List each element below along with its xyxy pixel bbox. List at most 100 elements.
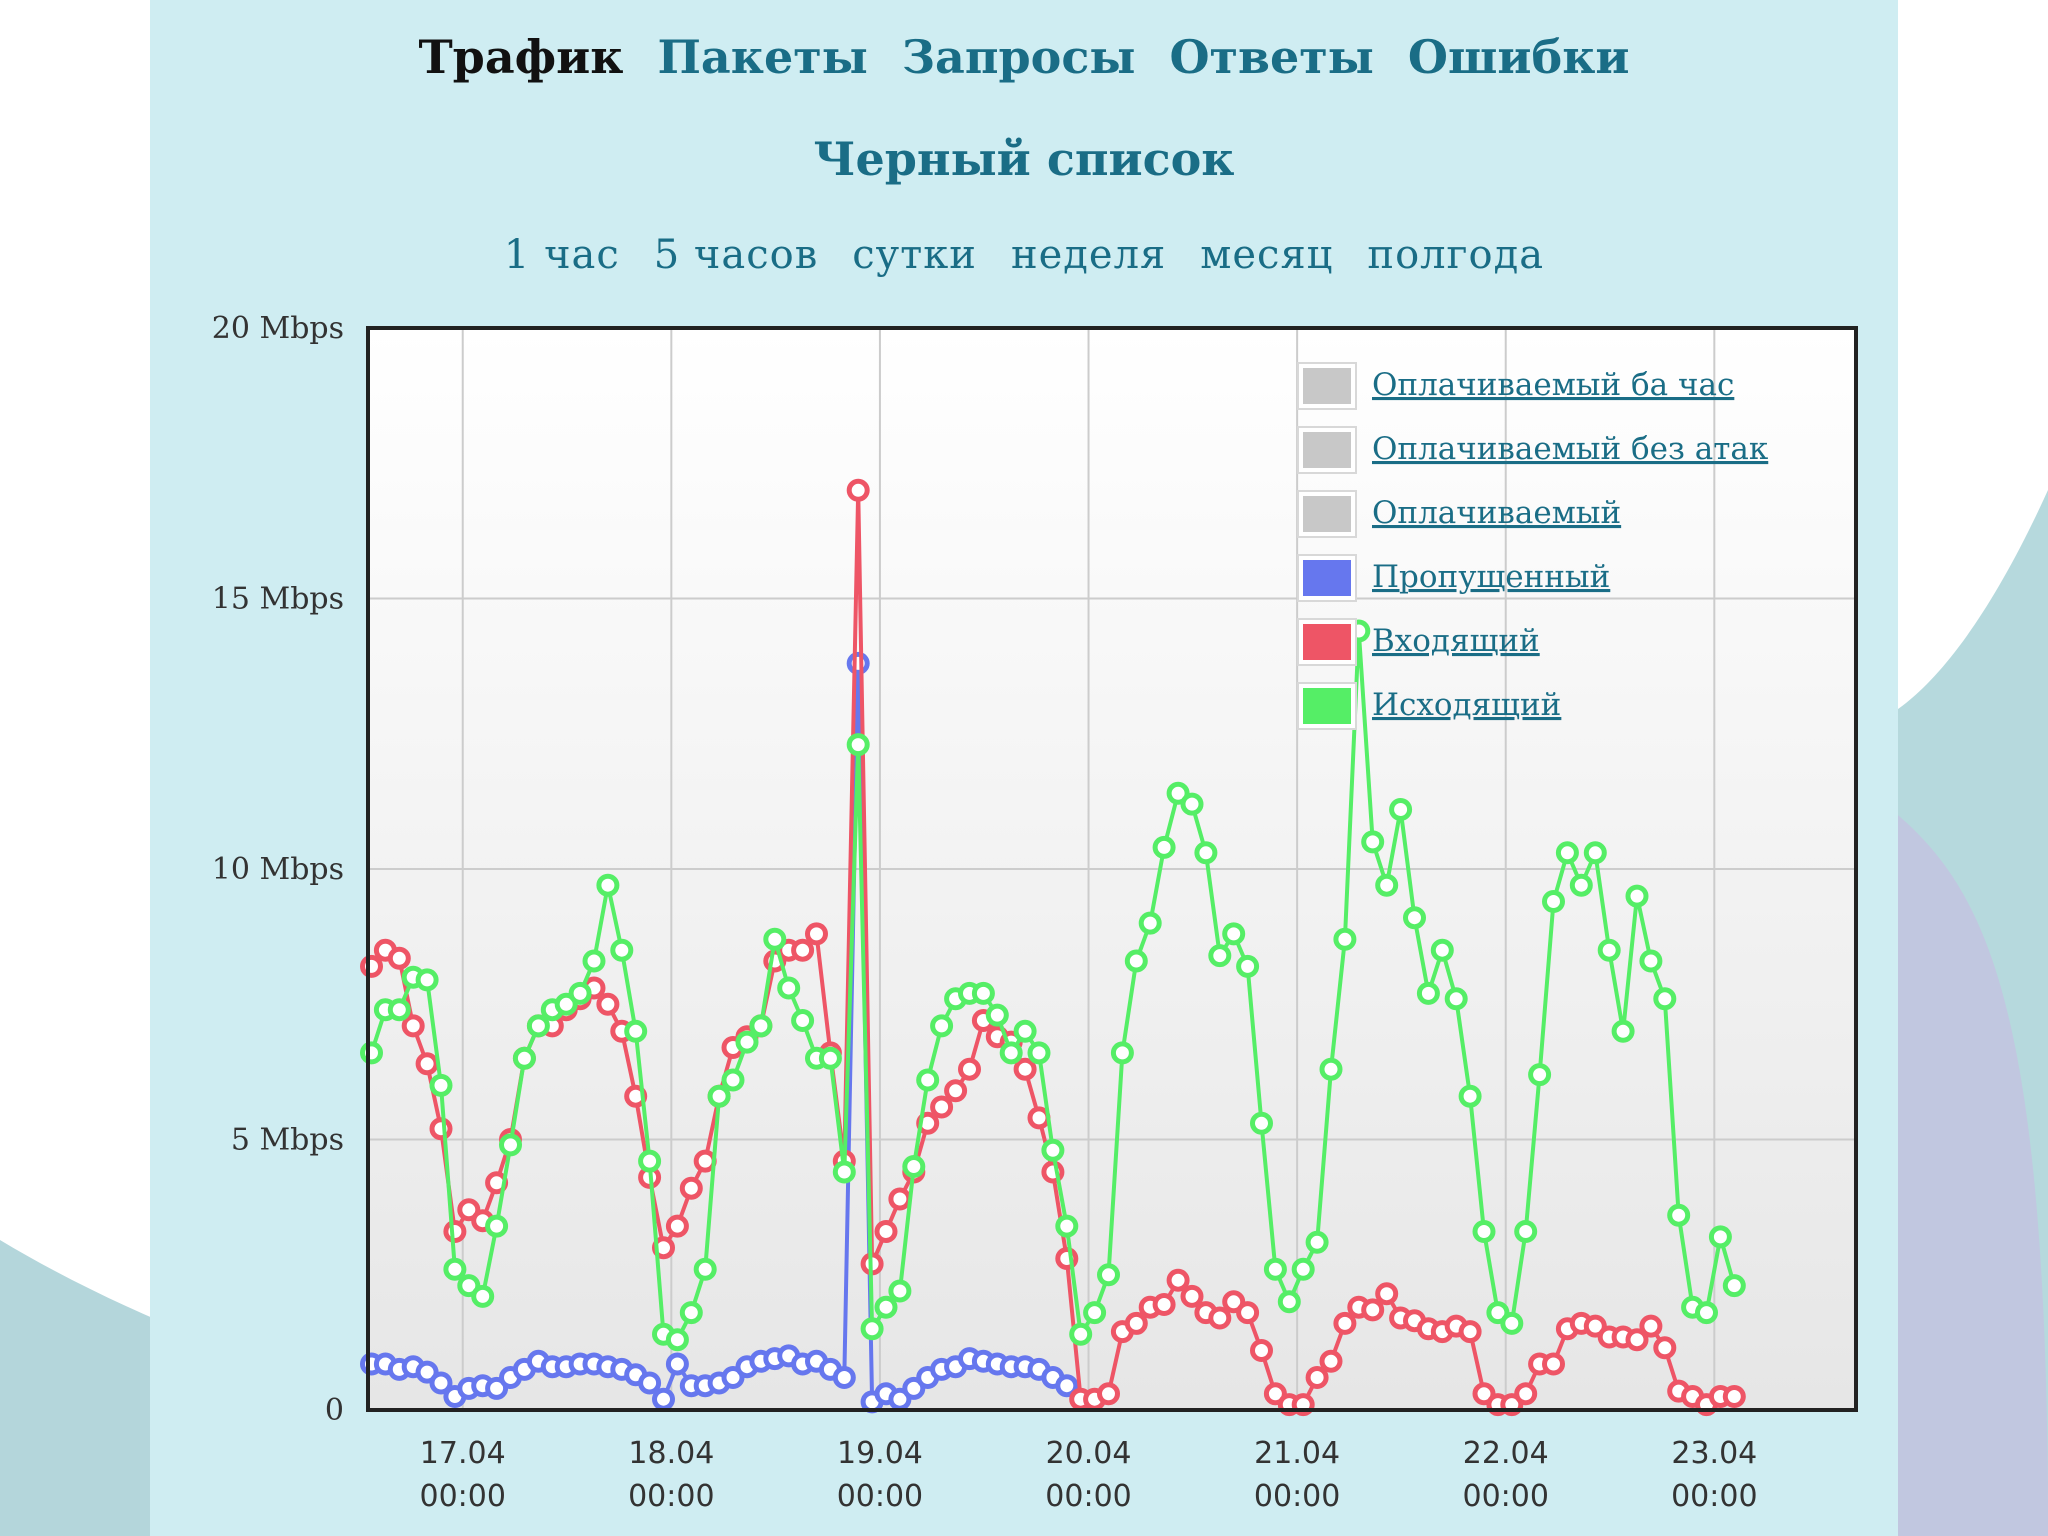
legend-label[interactable]: Входящий	[1372, 623, 1540, 659]
point-outgoing-94[interactable]	[1667, 1203, 1691, 1227]
point-outgoing-73[interactable]	[1375, 873, 1399, 897]
point-incoming-83[interactable]	[1514, 1382, 1538, 1406]
point-incoming-37[interactable]	[874, 1220, 898, 1243]
point-outgoing-5[interactable]	[429, 1073, 453, 1097]
point-incoming-63[interactable]	[1236, 1301, 1260, 1325]
point-outgoing-8[interactable]	[471, 1284, 495, 1308]
point-outgoing-40[interactable]	[916, 1068, 940, 1092]
point-outgoing-25[interactable]	[707, 1084, 731, 1108]
legend-label[interactable]: Исходящий	[1372, 687, 1561, 723]
point-outgoing-48[interactable]	[1027, 1041, 1051, 1065]
period-week[interactable]: неделя	[1010, 232, 1167, 278]
point-outgoing-79[interactable]	[1458, 1084, 1482, 1108]
tab-errors[interactable]: Ошибки	[1407, 30, 1630, 84]
point-outgoing-74[interactable]	[1389, 798, 1413, 821]
legend-label[interactable]: Оплачиваемый без атак	[1372, 431, 1768, 467]
point-incoming-3[interactable]	[401, 1014, 425, 1038]
point-outgoing-46[interactable]	[999, 1041, 1023, 1065]
point-incoming-85[interactable]	[1542, 1352, 1565, 1376]
legend-label[interactable]: Оплачиваемый ба час	[1372, 367, 1734, 403]
point-outgoing-60[interactable]	[1194, 841, 1218, 865]
point-outgoing-41[interactable]	[930, 1014, 954, 1038]
point-outgoing-84[interactable]	[1528, 1063, 1552, 1087]
point-outgoing-16[interactable]	[582, 949, 606, 973]
point-outgoing-77[interactable]	[1430, 938, 1454, 962]
point-outgoing-45[interactable]	[985, 1003, 1009, 1027]
point-incoming-98[interactable]	[1722, 1385, 1746, 1408]
point-outgoing-30[interactable]	[777, 976, 801, 1000]
period-1-hour[interactable]: 1 час	[503, 232, 620, 278]
point-outgoing-78[interactable]	[1444, 987, 1468, 1011]
point-outgoing-4[interactable]	[415, 968, 439, 992]
point-outgoing-26[interactable]	[721, 1068, 745, 1092]
point-incoming-61[interactable]	[1208, 1306, 1232, 1330]
point-outgoing-68[interactable]	[1305, 1230, 1329, 1254]
point-outgoing-54[interactable]	[1110, 1041, 1134, 1065]
point-incoming-53[interactable]	[1097, 1382, 1120, 1406]
point-outgoing-36[interactable]	[860, 1317, 884, 1341]
point-outgoing-70[interactable]	[1333, 927, 1357, 951]
point-outgoing-39[interactable]	[902, 1155, 926, 1178]
point-outgoing-64[interactable]	[1250, 1111, 1273, 1135]
point-incoming-42[interactable]	[944, 1079, 968, 1103]
point-outgoing-20[interactable]	[638, 1149, 662, 1173]
point-outgoing-37[interactable]	[874, 1295, 898, 1319]
point-incoming-64[interactable]	[1250, 1339, 1273, 1362]
point-outgoing-88[interactable]	[1583, 841, 1607, 865]
point-incoming-5[interactable]	[429, 1117, 453, 1141]
point-outgoing-67[interactable]	[1291, 1257, 1315, 1281]
point-outgoing-52[interactable]	[1083, 1301, 1107, 1325]
point-incoming-48[interactable]	[1027, 1106, 1051, 1130]
point-outgoing-87[interactable]	[1569, 873, 1593, 897]
legend-label[interactable]: Пропущенный	[1372, 559, 1610, 595]
point-outgoing-97[interactable]	[1708, 1225, 1732, 1249]
legend-item-5[interactable]: Исходящий	[1297, 682, 1561, 730]
point-incoming-21[interactable]	[652, 1236, 675, 1260]
point-outgoing-28[interactable]	[749, 1014, 773, 1038]
tab-packets[interactable]: Пакеты	[657, 30, 868, 84]
point-incoming-38[interactable]	[888, 1187, 912, 1211]
point-passed-35[interactable]	[846, 651, 870, 675]
point-outgoing-96[interactable]	[1695, 1301, 1718, 1325]
point-outgoing-98[interactable]	[1722, 1274, 1746, 1298]
point-outgoing-10[interactable]	[499, 1133, 522, 1157]
point-incoming-68[interactable]	[1305, 1366, 1329, 1389]
point-outgoing-57[interactable]	[1152, 835, 1176, 859]
point-incoming-47[interactable]	[1013, 1057, 1037, 1081]
point-outgoing-80[interactable]	[1472, 1220, 1496, 1243]
point-incoming-6[interactable]	[443, 1220, 467, 1243]
period-half-year[interactable]: полгода	[1367, 232, 1545, 278]
point-outgoing-33[interactable]	[818, 1046, 842, 1070]
point-outgoing-55[interactable]	[1124, 949, 1148, 973]
point-outgoing-34[interactable]	[832, 1160, 856, 1184]
point-outgoing-19[interactable]	[624, 1019, 648, 1043]
point-outgoing-2[interactable]	[387, 998, 411, 1022]
point-outgoing-51[interactable]	[1069, 1322, 1093, 1346]
point-incoming-91[interactable]	[1625, 1328, 1649, 1352]
point-incoming-31[interactable]	[791, 938, 815, 962]
point-outgoing-75[interactable]	[1403, 906, 1426, 930]
point-outgoing-66[interactable]	[1277, 1290, 1301, 1314]
point-incoming-59[interactable]	[1180, 1284, 1204, 1308]
point-outgoing-49[interactable]	[1041, 1138, 1065, 1162]
legend-item-4[interactable]: Входящий	[1297, 618, 1540, 666]
point-incoming-69[interactable]	[1319, 1349, 1343, 1373]
point-outgoing-91[interactable]	[1625, 884, 1649, 908]
point-incoming-35[interactable]	[846, 478, 870, 502]
tab-responses[interactable]: Ответы	[1169, 30, 1374, 84]
point-incoming-23[interactable]	[679, 1176, 703, 1200]
point-incoming-92[interactable]	[1639, 1314, 1663, 1338]
point-outgoing-69[interactable]	[1319, 1057, 1343, 1081]
point-incoming-41[interactable]	[930, 1095, 954, 1119]
legend-item-1[interactable]: Оплачиваемый без атак	[1297, 426, 1768, 474]
point-outgoing-72[interactable]	[1361, 830, 1385, 854]
legend-item-2[interactable]: Оплачиваемый	[1297, 490, 1621, 538]
point-passed-5[interactable]	[429, 1371, 453, 1395]
point-incoming-32[interactable]	[805, 922, 828, 946]
point-incoming-55[interactable]	[1124, 1311, 1148, 1335]
point-outgoing-76[interactable]	[1416, 981, 1440, 1005]
point-outgoing-86[interactable]	[1555, 841, 1579, 865]
legend-item-3[interactable]: Пропущенный	[1297, 554, 1610, 602]
point-outgoing-15[interactable]	[568, 981, 592, 1005]
point-passed-22[interactable]	[665, 1352, 689, 1376]
